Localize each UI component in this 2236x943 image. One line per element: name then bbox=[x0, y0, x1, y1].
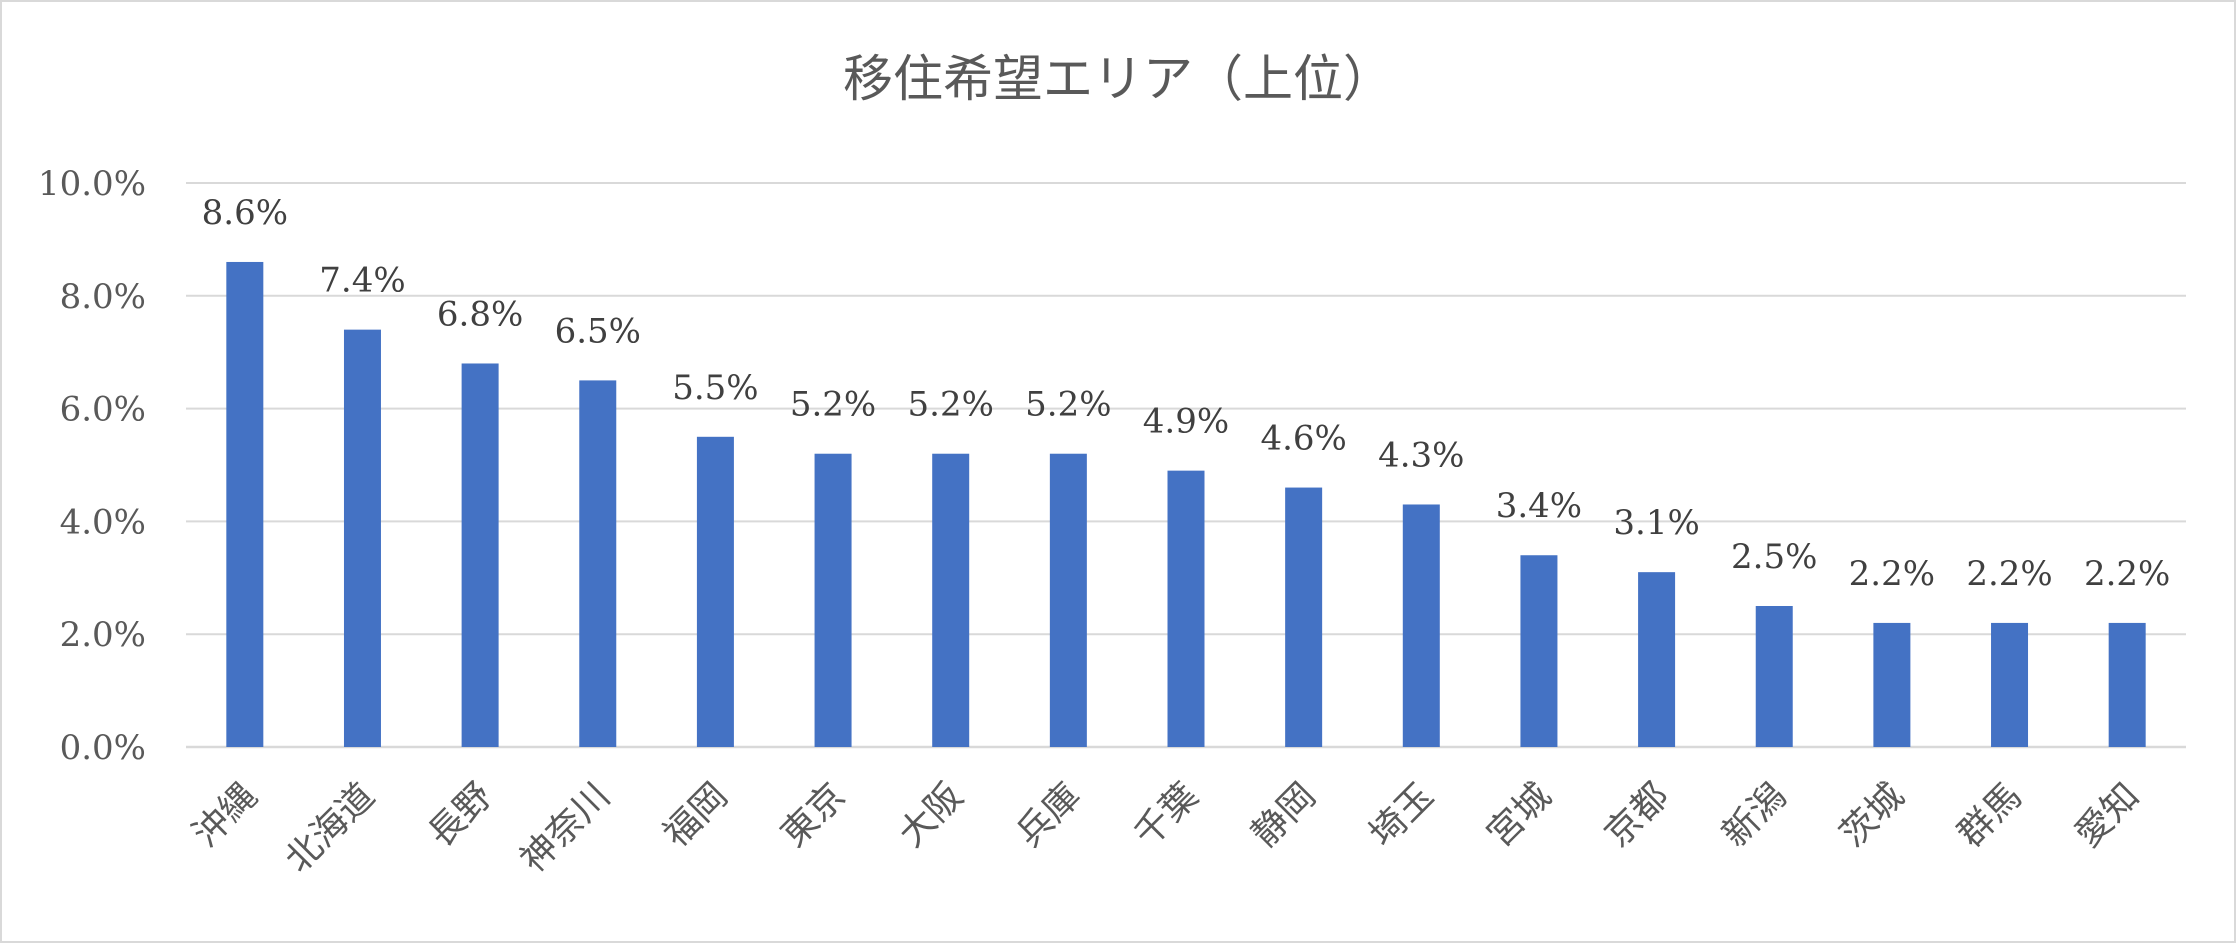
data-label: 8.6% bbox=[202, 193, 288, 233]
gridlines bbox=[186, 182, 2186, 749]
bar bbox=[1755, 606, 1793, 747]
x-tick-label: 神奈川 bbox=[513, 775, 618, 880]
data-label: 3.4% bbox=[1496, 486, 1582, 526]
data-label: 2.2% bbox=[1966, 554, 2052, 594]
data-label: 5.2% bbox=[790, 385, 876, 425]
x-tick-label: 新潟 bbox=[1715, 775, 1795, 855]
x-tick-label: 静岡 bbox=[1244, 775, 1324, 855]
y-tick-label: 2.0% bbox=[60, 615, 146, 655]
data-label: 2.2% bbox=[1849, 554, 1935, 594]
chart-title: 移住希望エリア（上位） bbox=[843, 50, 1393, 108]
x-tick-label: 愛知 bbox=[2068, 775, 2148, 855]
y-tick-label: 0.0% bbox=[60, 728, 146, 768]
bar bbox=[1049, 453, 1087, 747]
x-tick-label: 長野 bbox=[421, 775, 501, 855]
data-label: 2.5% bbox=[1731, 537, 1817, 577]
x-axis-ticks: 沖縄 北海道 長野 神奈川 福岡 東京 大阪 兵庫 千葉 静岡 埼玉 宮城 京都 新潟 茨城 群馬 愛知 bbox=[185, 775, 2147, 880]
data-label: 4.9% bbox=[1143, 402, 1229, 442]
bar bbox=[1638, 572, 1676, 747]
x-tick-label: 茨城 bbox=[1832, 775, 1912, 855]
x-tick-label: 千葉 bbox=[1126, 775, 1206, 855]
bar bbox=[2108, 622, 2146, 747]
bar bbox=[814, 453, 852, 747]
bars bbox=[226, 261, 2146, 747]
data-label: 4.6% bbox=[1260, 419, 1346, 459]
y-tick-label: 6.0% bbox=[60, 390, 146, 430]
x-tick-label: 沖縄 bbox=[185, 775, 265, 855]
y-tick-label: 4.0% bbox=[60, 502, 146, 542]
data-label: 5.2% bbox=[1025, 385, 1111, 425]
data-label: 5.5% bbox=[672, 368, 758, 408]
y-tick-label: 10.0% bbox=[38, 164, 146, 204]
y-tick-label: 8.0% bbox=[60, 277, 146, 317]
x-tick-label: 兵庫 bbox=[1009, 775, 1089, 855]
bar bbox=[1991, 622, 2029, 747]
bar bbox=[343, 329, 381, 747]
bar bbox=[1520, 555, 1558, 747]
data-label: 4.3% bbox=[1378, 435, 1464, 475]
data-label: 6.5% bbox=[555, 311, 641, 351]
x-tick-label: 大阪 bbox=[891, 775, 971, 855]
bar bbox=[932, 453, 970, 747]
x-tick-label: 宮城 bbox=[1479, 775, 1559, 855]
y-axis-ticks: 0.0% 2.0% 4.0% 6.0% 8.0% 10.0% bbox=[38, 164, 146, 768]
x-tick-label: 北海道 bbox=[277, 775, 382, 880]
data-label: 6.8% bbox=[437, 294, 523, 334]
x-tick-label: 埼玉 bbox=[1362, 775, 1442, 855]
x-tick-label: 福岡 bbox=[656, 775, 736, 855]
bar bbox=[461, 363, 499, 747]
bar bbox=[226, 261, 264, 747]
data-labels: 8.6% 7.4% 6.8% 6.5% 5.5% 5.2% 5.2% 5.2% 4.9% 4.6%… bbox=[202, 193, 2171, 594]
bar bbox=[696, 436, 734, 747]
bar bbox=[1873, 622, 1911, 747]
bar bbox=[1285, 487, 1323, 747]
data-label: 5.2% bbox=[908, 385, 994, 425]
data-label: 7.4% bbox=[319, 261, 405, 301]
data-label: 3.1% bbox=[1613, 503, 1699, 543]
x-tick-label: 東京 bbox=[774, 775, 854, 855]
bar bbox=[1167, 470, 1205, 747]
bar bbox=[579, 380, 617, 747]
x-tick-label: 群馬 bbox=[1950, 775, 2030, 855]
data-label: 2.2% bbox=[2084, 554, 2170, 594]
x-tick-label: 京都 bbox=[1597, 775, 1677, 855]
bar bbox=[1402, 504, 1440, 747]
